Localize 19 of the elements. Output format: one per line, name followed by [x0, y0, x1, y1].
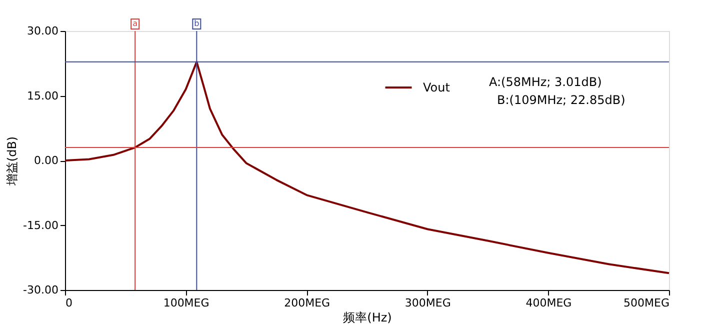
y-tick-label: 0.00 [34, 154, 58, 167]
line-series [64, 60, 670, 274]
x-tick-label: 400MEG [526, 296, 572, 310]
x-tick-label: 100MEG [163, 296, 210, 310]
ref-line-label: a [132, 19, 138, 28]
y-axis-title: 增益(dB) [5, 136, 20, 187]
x-axis-title: 频率(Hz) [343, 310, 392, 324]
legend-label: Vout [423, 80, 450, 94]
annotation: B:(109MHz; 22.85dB) [497, 93, 626, 107]
y-tick-label: -15.00 [23, 218, 58, 232]
y-tick-label: -30.00 [23, 284, 58, 296]
y-tick-label: 30.00 [27, 24, 58, 38]
x-tick-label: 300MEG [404, 296, 451, 310]
x-tick-label: 0 [66, 296, 72, 310]
x-tick-label: 200MEG [284, 296, 330, 310]
x-tick-label: 500MEG [624, 296, 670, 310]
y-tick-label: 15.00 [27, 89, 58, 102]
ref-line-label: b [194, 19, 200, 28]
annotation: A:(58MHz; 3.01dB) [489, 75, 602, 89]
